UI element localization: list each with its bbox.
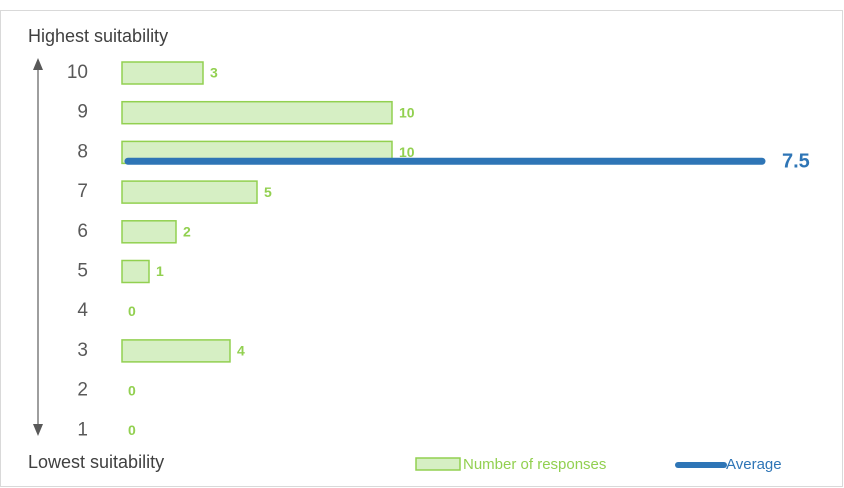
y-tick-label: 5 bbox=[77, 261, 88, 282]
frame bbox=[0, 10, 843, 487]
value-label: 3 bbox=[210, 65, 218, 81]
value-label: 0 bbox=[128, 422, 136, 438]
bar bbox=[121, 220, 177, 244]
arrow-up bbox=[33, 58, 43, 70]
value-label: 2 bbox=[183, 224, 191, 240]
y-tick-label: 7 bbox=[77, 181, 88, 202]
y-tick-label: 4 bbox=[77, 300, 88, 321]
y-tick-label: 9 bbox=[77, 102, 88, 123]
y-tick-label: 1 bbox=[77, 419, 88, 440]
legend-swatch bbox=[415, 457, 461, 471]
value-label: 0 bbox=[128, 303, 136, 319]
value-label: 10 bbox=[399, 104, 415, 120]
value-label: 10 bbox=[399, 144, 415, 160]
arrow-down bbox=[33, 424, 43, 436]
top-label: Highest suitability bbox=[28, 26, 168, 46]
bar bbox=[121, 259, 150, 284]
average-label: 7.5 bbox=[782, 151, 810, 173]
legend-label: Average bbox=[726, 456, 782, 473]
legend-label: Number of responses bbox=[463, 456, 606, 473]
value-label: 0 bbox=[128, 382, 136, 398]
y-tick-label: 8 bbox=[77, 141, 88, 162]
value-label: 1 bbox=[156, 263, 164, 279]
bar bbox=[121, 61, 204, 85]
bar bbox=[121, 100, 393, 125]
y-tick-label: 2 bbox=[77, 380, 88, 401]
y-tick-label: 6 bbox=[77, 221, 88, 242]
bottom-label: Lowest suitability bbox=[28, 452, 164, 472]
y-tick-label: 3 bbox=[77, 340, 88, 361]
bar bbox=[121, 339, 231, 363]
value-label: 5 bbox=[264, 184, 272, 200]
value-label: 4 bbox=[237, 343, 245, 359]
y-tick-label: 10 bbox=[67, 62, 88, 83]
bar bbox=[121, 180, 258, 204]
